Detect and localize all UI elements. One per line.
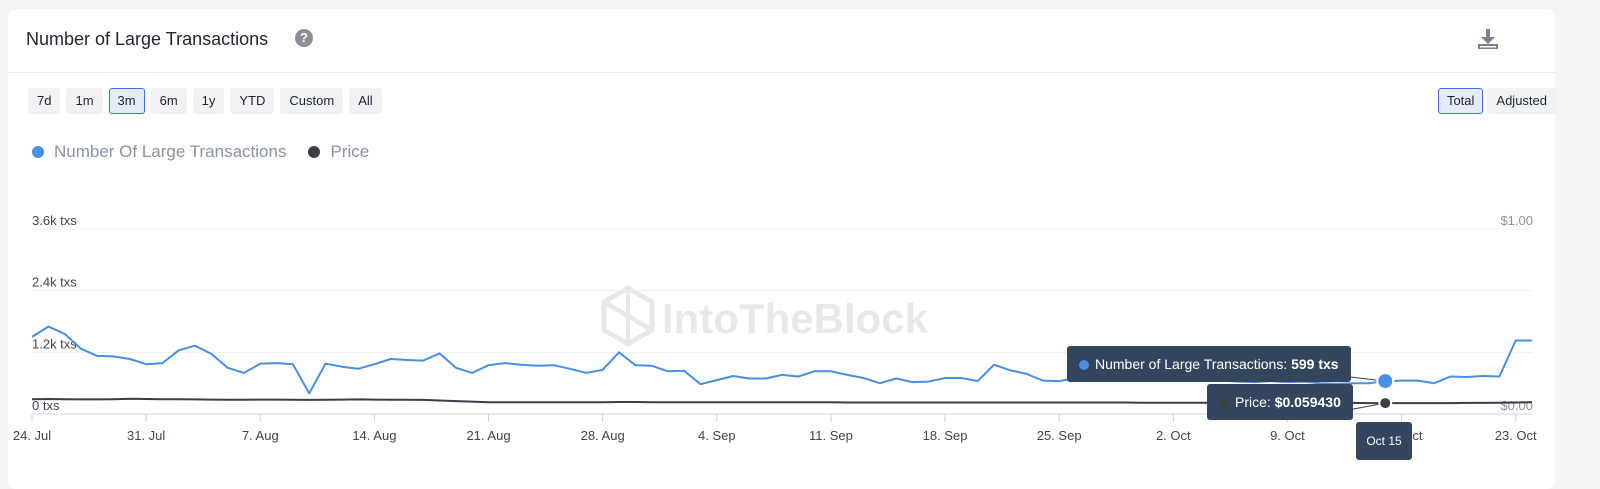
watermark-text: IntoTheBlock <box>662 295 929 342</box>
chart-plot[interactable]: IntoTheBlock 0 txs 1.2k txs 2.4k txs 3.6k t… <box>0 0 1600 475</box>
legend-label-price: Price <box>330 142 370 161</box>
y-left-tick-label: 1.2k txs <box>32 336 77 351</box>
tooltip-date: Oct 15 <box>1356 422 1412 460</box>
legend-dot-icon <box>308 146 321 158</box>
x-tick-label: 21. Aug <box>466 428 510 443</box>
tooltip-price-label: Price: <box>1235 394 1271 410</box>
x-tick-label: 2. Oct <box>1156 428 1191 443</box>
legend-item-transactions[interactable]: Number Of Large Transactions <box>32 142 286 162</box>
tooltip-txs-label: Number of Large Transactions: <box>1095 356 1288 372</box>
x-tick-label: 28. Aug <box>581 428 625 443</box>
mode-button-total[interactable]: Total <box>1437 88 1484 114</box>
y-right-tick-label: $0.00 <box>1500 398 1533 413</box>
tooltip-dot-icon <box>1219 398 1229 409</box>
tooltip-txs-value: 599 txs <box>1291 356 1339 372</box>
tooltip-dot-icon <box>1079 360 1089 371</box>
watermark-logo: IntoTheBlock <box>601 285 929 347</box>
range-button-custom[interactable]: Custom <box>280 88 344 114</box>
x-tick-label: 11. Sep <box>809 428 853 443</box>
range-button-3m[interactable]: 3m <box>108 88 145 114</box>
range-button-1m[interactable]: 1m <box>66 88 103 114</box>
x-tick-label: 9. Oct <box>1270 428 1305 443</box>
range-button-7d[interactable]: 7d <box>28 88 61 114</box>
y-right-tick-label: $1.00 <box>1500 213 1533 228</box>
legend-label-transactions: Number Of Large Transactions <box>54 142 287 161</box>
card-header: Number of Large Transactions ? <box>8 9 1555 73</box>
range-button-ytd[interactable]: YTD <box>230 88 275 114</box>
download-icon[interactable] <box>1476 27 1500 51</box>
x-tick-label: 23. Oct <box>1495 428 1537 443</box>
time-range-selector: 7d 1m 3m 6m 1y YTD Custom All <box>28 88 382 114</box>
x-tick-label: 7. Aug <box>242 428 279 443</box>
x-tick-label: 14. Aug <box>352 428 396 443</box>
tooltip-price: Price: $0.059430 <box>1207 384 1353 420</box>
y-left-tick-label: 3.6k txs <box>32 213 77 228</box>
mode-selector: Total Adjusted <box>1437 88 1556 114</box>
x-tick-label: 24. Jul <box>13 428 51 443</box>
chart-title: Number of Large Transactions <box>26 29 269 49</box>
chart-legend: Number Of Large Transactions Price <box>32 142 391 162</box>
y-left-tick-label: 2.4k txs <box>32 275 77 290</box>
hover-marker-price <box>1378 396 1393 411</box>
legend-dot-icon <box>32 146 44 158</box>
tooltip-transactions: Number of Large Transactions: 599 txs <box>1067 346 1351 382</box>
x-tick-label: 18. Sep <box>923 428 968 443</box>
x-tick-label: 25. Sep <box>1037 428 1082 443</box>
range-button-all[interactable]: All <box>349 88 382 114</box>
hover-marker-transactions <box>1376 372 1395 391</box>
x-tick-label: 4. Sep <box>698 428 736 443</box>
mode-button-adjusted[interactable]: Adjusted <box>1487 88 1556 114</box>
range-button-6m[interactable]: 6m <box>150 88 187 114</box>
x-tick-label: 31. Jul <box>127 428 165 443</box>
help-icon[interactable]: ? <box>295 29 313 47</box>
range-button-1y[interactable]: 1y <box>192 88 225 114</box>
y-left-tick-label: 0 txs <box>32 398 60 413</box>
legend-item-price[interactable]: Price <box>308 142 369 162</box>
tooltip-price-value: $0.059430 <box>1274 394 1341 410</box>
